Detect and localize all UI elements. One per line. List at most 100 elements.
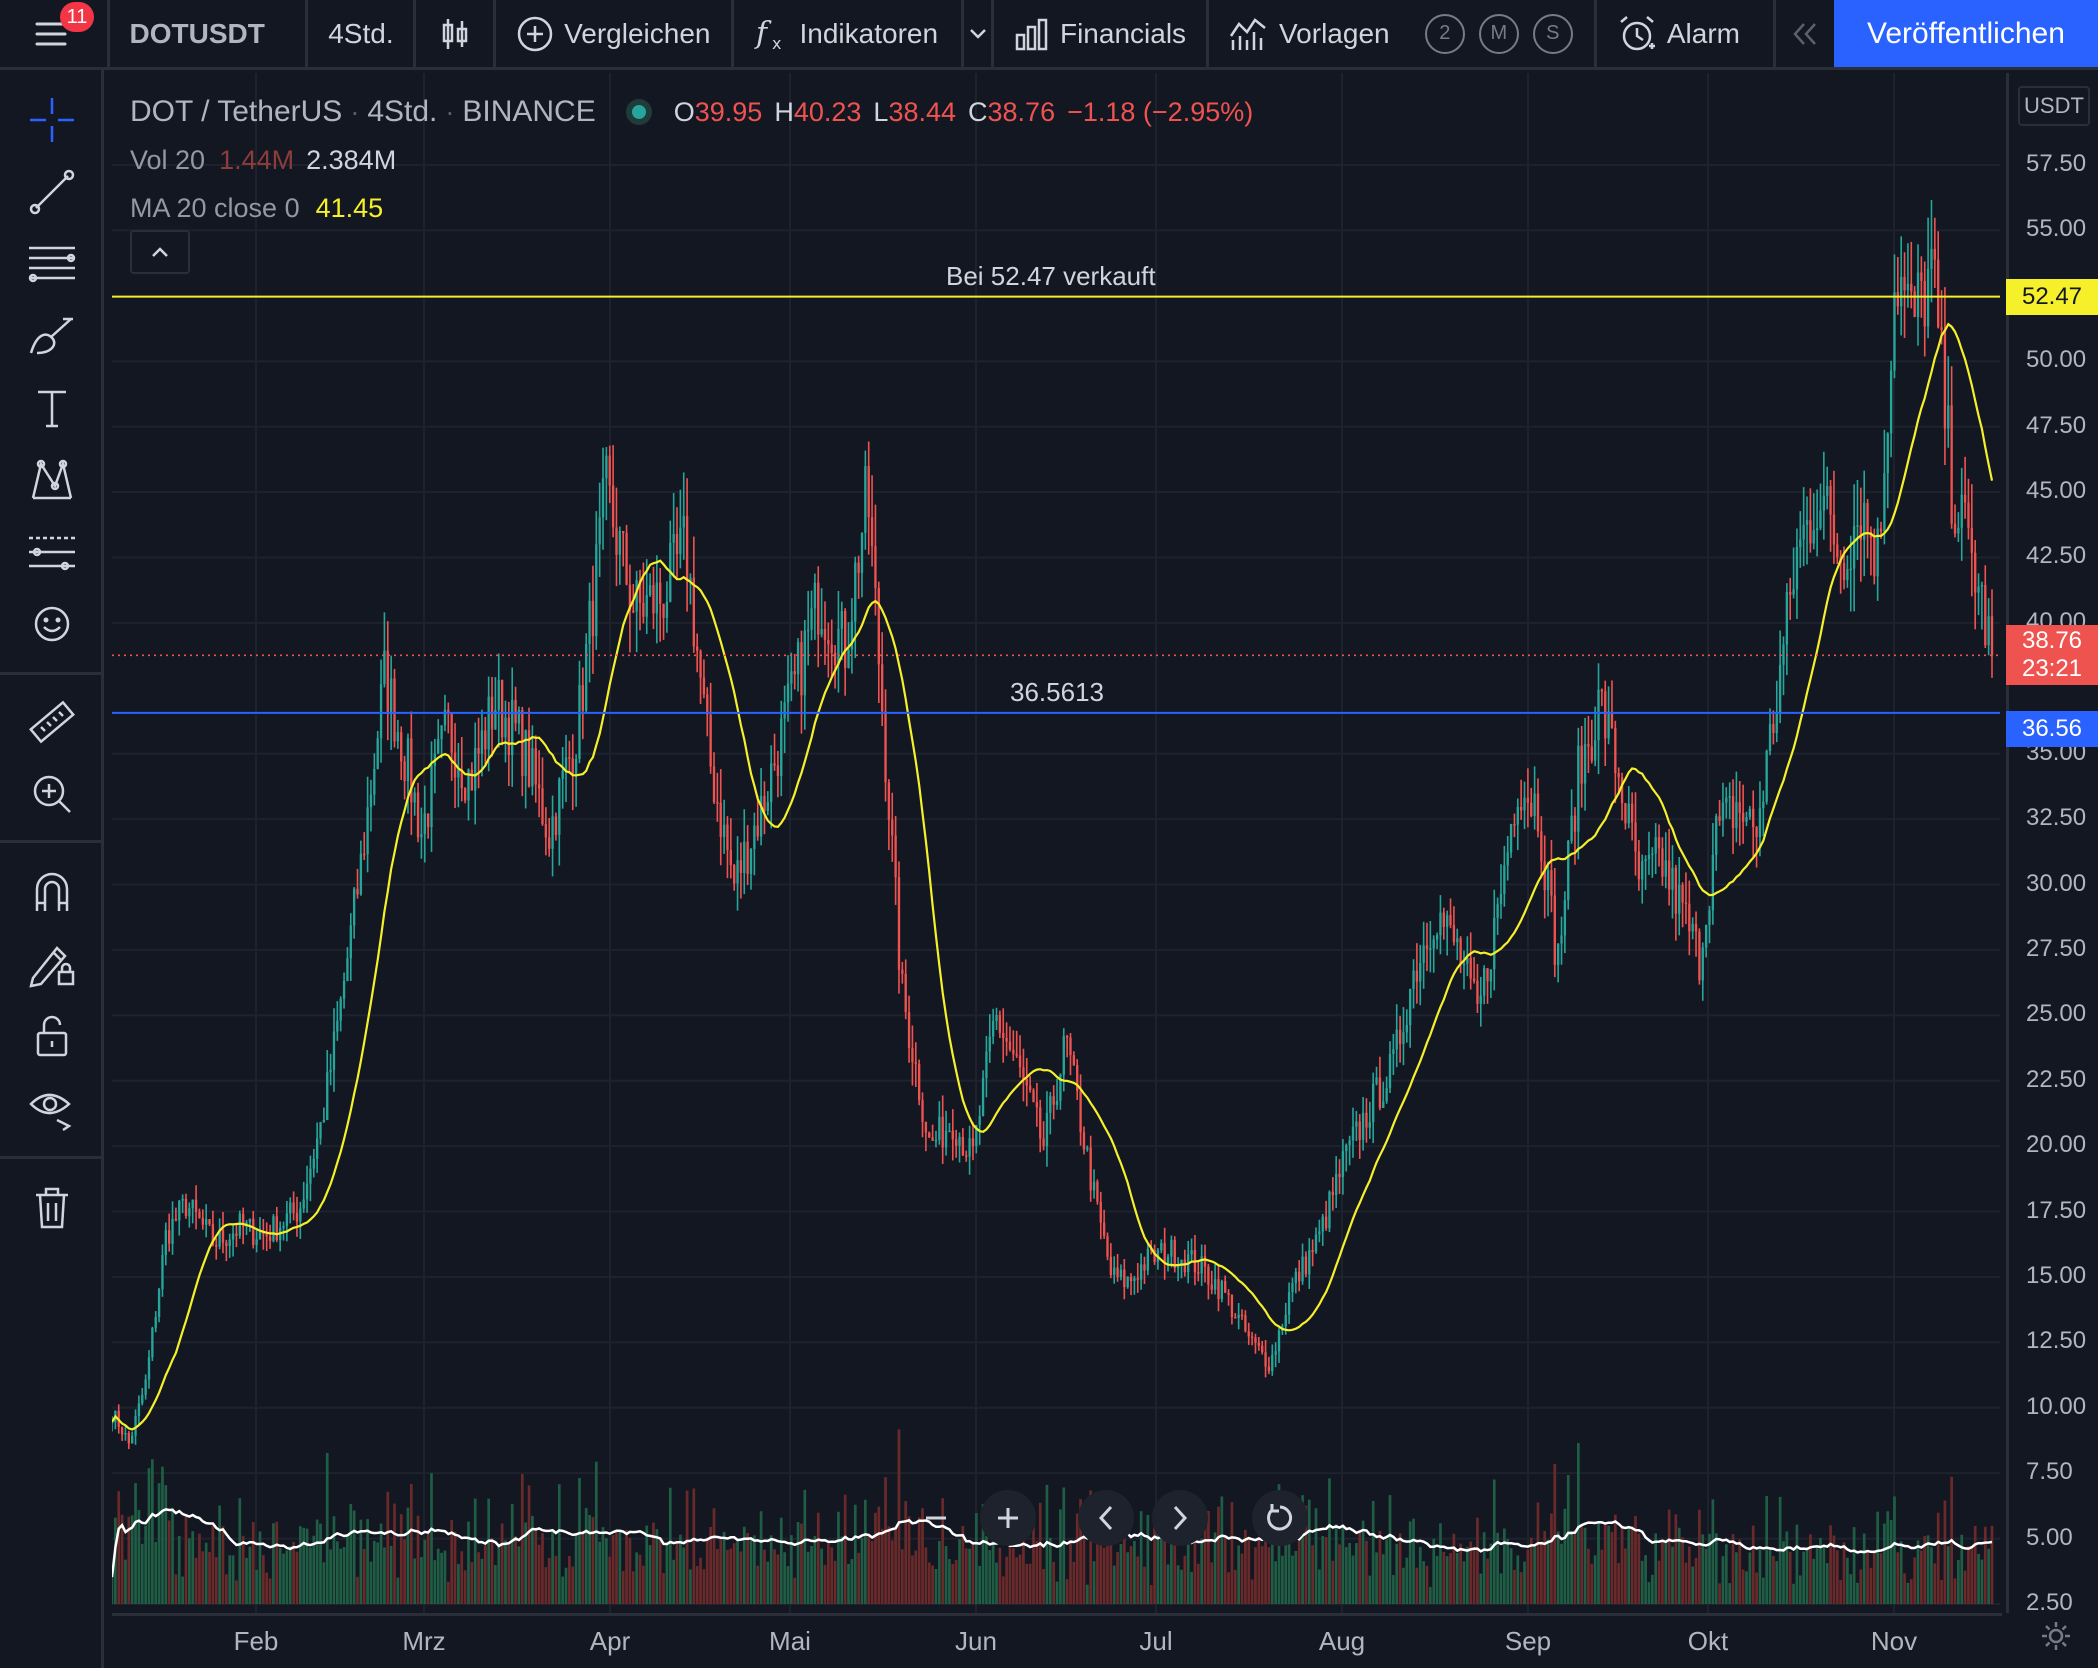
zoom-in-tool[interactable] — [22, 764, 82, 824]
sell-line-label[interactable]: Bei 52.47 verkauft — [946, 260, 1156, 291]
fib-retracement-tool[interactable] — [22, 234, 82, 294]
volume-bar — [601, 1527, 605, 1604]
volume-bar — [1321, 1535, 1325, 1604]
lock-drawings-tool[interactable] — [22, 934, 82, 994]
candle-body — [756, 825, 759, 837]
candle-body — [1782, 644, 1785, 665]
magnet-tool[interactable] — [22, 862, 82, 922]
candle-body — [894, 835, 897, 878]
currency-button[interactable]: USDT — [2018, 86, 2090, 126]
brush-tool[interactable] — [22, 306, 82, 366]
pattern-tool[interactable] — [22, 450, 82, 510]
volume-bar — [985, 1536, 988, 1604]
candle-body — [1042, 1138, 1045, 1147]
volume-bar — [288, 1546, 292, 1604]
candle-body — [504, 717, 507, 738]
financials-button[interactable]: Financials — [994, 0, 1210, 67]
bar-chart-icon — [1014, 17, 1050, 51]
candle-body — [712, 766, 716, 802]
toolbar-divider — [0, 1156, 104, 1159]
trend-line-tool[interactable] — [22, 162, 82, 222]
volume-bar — [1825, 1563, 1829, 1604]
volume-bar — [1415, 1567, 1419, 1604]
collapse-legend-button[interactable] — [130, 230, 190, 274]
candle-body — [810, 608, 813, 630]
templates-button[interactable]: Vorlagen — [1209, 0, 1418, 67]
volume-bar — [702, 1569, 706, 1604]
symbol-legend-row[interactable]: DOT / TetherUS · 4Std. · BINANCE O 39.95… — [130, 88, 1253, 136]
volume-bar — [753, 1535, 756, 1604]
price-chart[interactable] — [112, 73, 2002, 1613]
emoji-tool[interactable] — [22, 594, 82, 654]
volume-bar — [208, 1551, 211, 1604]
time-axis[interactable] — [112, 1613, 2002, 1668]
volume-bar — [611, 1535, 615, 1604]
prediction-tool[interactable] — [22, 522, 82, 582]
zoom-in-button[interactable] — [980, 1490, 1036, 1546]
hide-drawings-tool[interactable] — [22, 1078, 82, 1138]
volume-bar — [689, 1569, 692, 1604]
main-menu-button[interactable]: 11 — [0, 0, 110, 67]
volume-bar — [554, 1555, 558, 1604]
candle-body — [470, 769, 474, 791]
candle-body — [635, 580, 638, 612]
reset-chart-button[interactable] — [1252, 1490, 1308, 1546]
measure-tool[interactable] — [22, 692, 82, 752]
scroll-left-button[interactable] — [1078, 1490, 1134, 1546]
volume-bar — [1254, 1547, 1257, 1604]
compare-button[interactable]: Vergleichen — [496, 0, 734, 67]
volume-bar — [1274, 1561, 1277, 1604]
delete-drawings-tool[interactable] — [22, 1178, 82, 1238]
volume-bar — [1314, 1508, 1318, 1604]
candle-body — [457, 769, 460, 778]
candle-body — [1731, 796, 1735, 829]
zoom-out-button[interactable] — [908, 1490, 964, 1546]
publish-button[interactable]: Veröffentlichen — [1833, 0, 2098, 67]
alarm-button[interactable]: Alarm — [1597, 0, 1776, 67]
notification-badge: 11 — [60, 2, 94, 32]
layout-m-button[interactable]: M — [1478, 13, 1519, 54]
volume-bar — [258, 1531, 262, 1604]
candle-body — [601, 478, 605, 518]
price-axis[interactable] — [2006, 73, 2098, 1613]
collapse-toolbar-button[interactable] — [1776, 0, 1834, 67]
support-line-label[interactable]: 36.5613 — [1010, 676, 1104, 707]
candle-body — [1758, 808, 1762, 838]
candle-body — [1866, 502, 1869, 532]
text-tool[interactable] — [22, 378, 82, 438]
layout-s-button[interactable]: S — [1532, 13, 1573, 54]
volume-bar — [1671, 1546, 1674, 1604]
crosshair-tool[interactable] — [22, 90, 82, 150]
candle-body — [1953, 523, 1957, 534]
volume-bar — [245, 1557, 248, 1604]
candle-body — [1173, 1239, 1176, 1269]
volume-bar — [1832, 1535, 1836, 1604]
chart-type-button[interactable] — [416, 0, 497, 67]
chart-settings-button[interactable] — [2040, 1620, 2072, 1657]
interval-button[interactable]: 4Std. — [308, 0, 417, 67]
symbol-search-button[interactable]: DOTUSDT — [110, 0, 309, 67]
lock-icon — [36, 1015, 68, 1057]
volume-bar — [1687, 1546, 1691, 1604]
ma-legend-row[interactable]: MA 20 close 0 41.45 — [130, 184, 1253, 232]
volume-bar — [302, 1527, 306, 1604]
layout-2-button[interactable]: 2 — [1424, 13, 1465, 54]
volume-bar — [1990, 1525, 1994, 1604]
lock-all-tool[interactable] — [22, 1006, 82, 1066]
volume-legend-row[interactable]: Vol 20 1.44M 2.384M — [130, 136, 1253, 184]
indicators-dropdown-button[interactable] — [964, 0, 994, 67]
volume-bar — [1876, 1511, 1879, 1604]
volume-bar — [1355, 1543, 1358, 1604]
market-status-icon[interactable] — [625, 99, 652, 125]
volume-bar — [857, 1552, 860, 1604]
chart-pane[interactable] — [112, 73, 2002, 1613]
volume-bar — [796, 1522, 800, 1604]
volume-bar — [1032, 1525, 1035, 1604]
volume-bar — [1311, 1545, 1314, 1604]
scroll-right-button[interactable] — [1152, 1490, 1208, 1546]
volume-bar — [120, 1514, 124, 1604]
volume-bar — [729, 1548, 733, 1604]
volume-bar — [988, 1550, 992, 1604]
